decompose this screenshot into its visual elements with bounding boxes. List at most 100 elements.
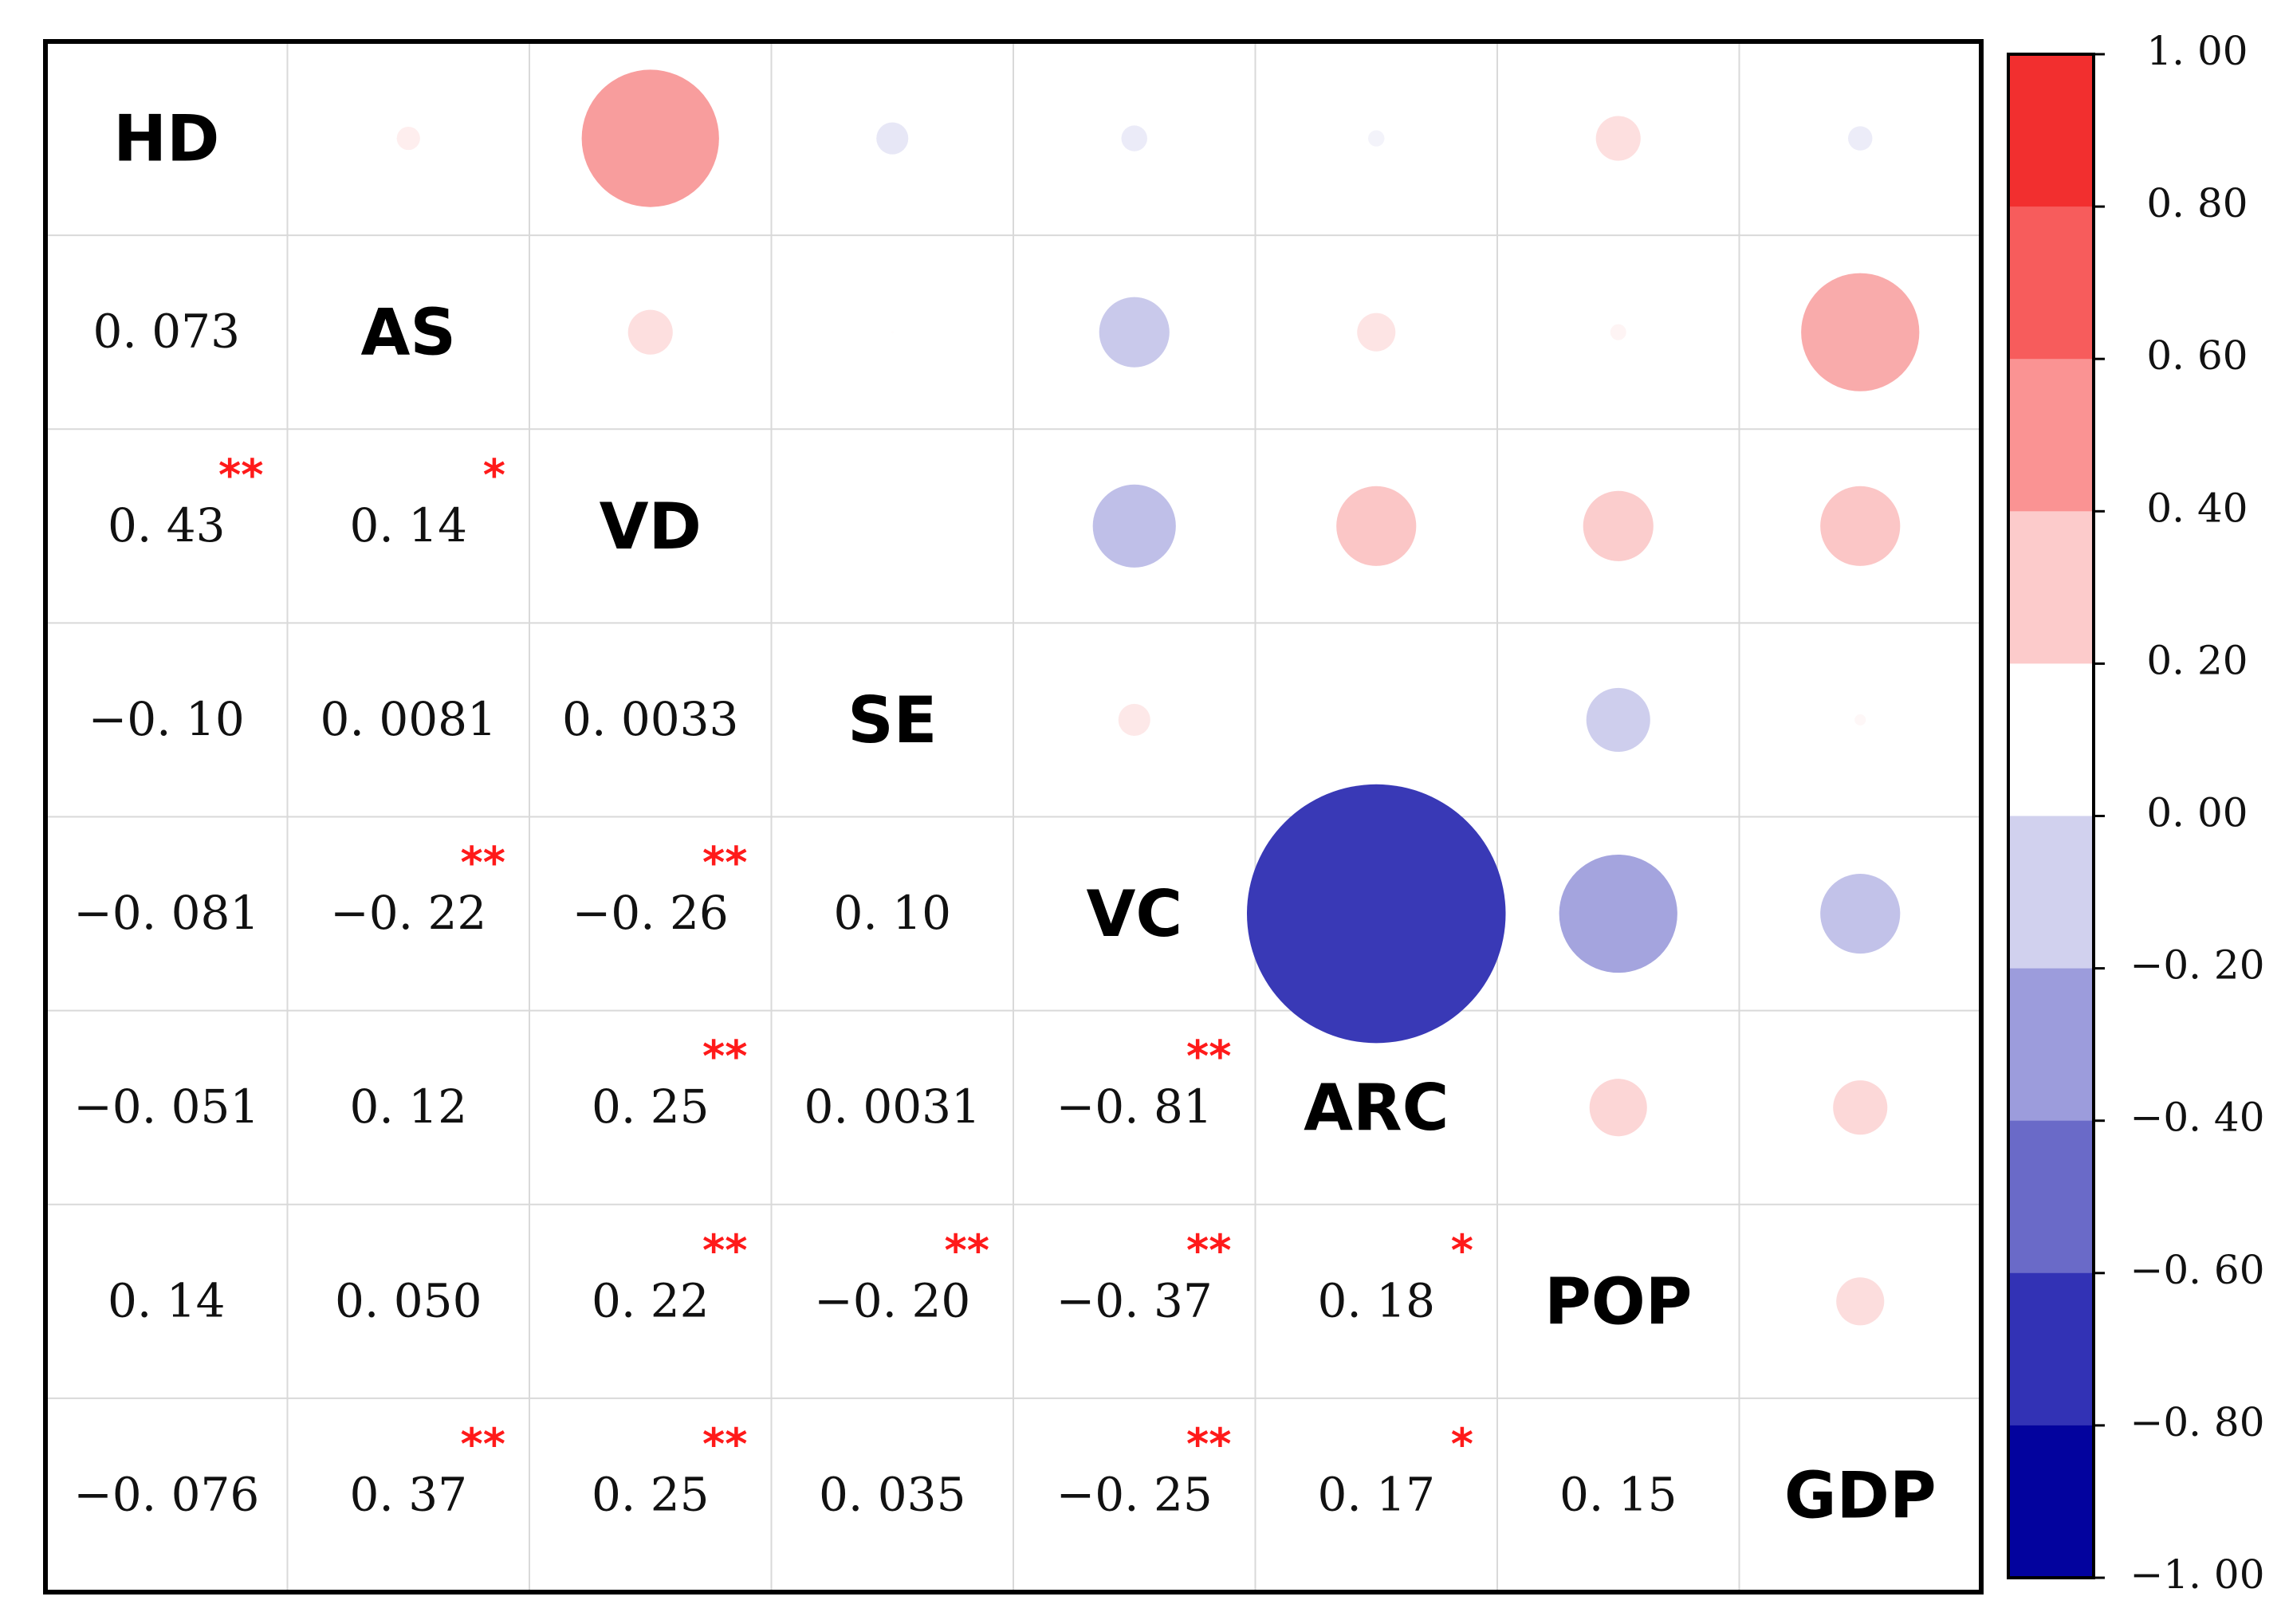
corr-value-pop-vd: 0. 22 xyxy=(592,1273,710,1327)
corr-value-pop-as: 0. 050 xyxy=(335,1273,482,1327)
significance-mark-gdp-arc: * xyxy=(1451,1419,1473,1469)
corr-value-vc-se: 0. 10 xyxy=(833,886,951,940)
variable-label-hd: HD xyxy=(113,102,219,176)
significance-mark-gdp-vc: ** xyxy=(1186,1419,1231,1469)
corr-circle-vc-arc xyxy=(1246,784,1506,1044)
corr-value-gdp-se: 0. 035 xyxy=(819,1467,965,1521)
significance-mark-pop-vc: ** xyxy=(1186,1225,1231,1276)
colorbar-bin xyxy=(2008,968,2094,1122)
significance-mark-gdp-vd: ** xyxy=(702,1419,747,1469)
colorbar-bin xyxy=(2008,1272,2094,1426)
corr-circle-as-arc xyxy=(1357,313,1396,352)
corr-circle-hd-pop xyxy=(1595,116,1641,161)
corr-value-vc-vd: −0. 26 xyxy=(572,886,729,940)
corr-value-gdp-arc: 0. 17 xyxy=(1317,1467,1435,1521)
variable-label-se: SE xyxy=(847,683,937,757)
corr-circle-vd-gdp xyxy=(1820,486,1901,566)
corr-circle-as-vc xyxy=(1099,297,1170,368)
colorbar: 1. 00 0. 80 0. 60 0. 40 0. 20 0. 00 −0. 20 −0. … xyxy=(2007,28,2265,1598)
significance-mark-arc-vd: ** xyxy=(702,1032,747,1082)
colorbar-tick-label: −1. 00 xyxy=(2130,1551,2264,1598)
corr-value-arc-vc: −0. 81 xyxy=(1056,1079,1213,1134)
significance-mark-gdp-as: ** xyxy=(461,1419,505,1469)
corr-value-se-vd: 0. 0033 xyxy=(562,692,738,746)
corr-value-pop-arc: 0. 18 xyxy=(1317,1273,1435,1327)
corr-circle-se-pop xyxy=(1586,687,1650,752)
corr-value-arc-se: 0. 0031 xyxy=(804,1079,981,1134)
significance-mark-pop-se: ** xyxy=(945,1225,989,1276)
corr-value-pop-se: −0. 20 xyxy=(814,1273,970,1327)
colorbar-bin xyxy=(2008,1120,2094,1274)
corr-circle-hd-vd xyxy=(581,69,719,207)
matrix-frame xyxy=(43,39,1984,1595)
corr-value-gdp-as: 0. 37 xyxy=(349,1467,467,1521)
significance-mark-vd-as: * xyxy=(483,450,505,500)
corr-value-se-hd: −0. 10 xyxy=(88,692,245,746)
colorbar-tick-label: 0. 40 xyxy=(2146,485,2248,531)
variable-label-vd: VD xyxy=(600,490,702,564)
corr-value-gdp-hd: −0. 076 xyxy=(73,1467,259,1521)
variable-label-gdp: GDP xyxy=(1784,1458,1937,1532)
significance-mark-vc-as: ** xyxy=(461,838,505,888)
colorbar-tick-label: 0. 80 xyxy=(2146,180,2248,226)
corr-value-arc-as: 0. 12 xyxy=(349,1079,467,1134)
significance-mark-vc-vd: ** xyxy=(702,838,747,888)
corr-circle-hd-arc xyxy=(1368,130,1385,147)
colorbar-bin xyxy=(2008,206,2094,360)
corr-circle-vc-pop xyxy=(1559,854,1677,973)
corr-value-pop-hd: 0. 14 xyxy=(108,1273,226,1327)
corr-value-vd-as: 0. 14 xyxy=(349,498,467,552)
colorbar-bin xyxy=(2008,511,2094,664)
colorbar-tick-label: 0. 00 xyxy=(2146,790,2248,836)
colorbar-bin xyxy=(2008,1425,2094,1579)
significance-mark-arc-vc: ** xyxy=(1186,1032,1231,1082)
corr-circle-vc-gdp xyxy=(1820,873,1901,954)
corr-value-gdp-vd: 0. 25 xyxy=(592,1467,710,1521)
corr-value-vc-hd: −0. 081 xyxy=(73,886,259,940)
corr-circle-vd-arc xyxy=(1336,486,1417,566)
corr-circle-vd-pop xyxy=(1583,490,1654,561)
corr-circle-as-se xyxy=(891,331,894,334)
corr-value-vd-hd: 0. 43 xyxy=(108,498,226,552)
matrix-marks: HD0. 073 AS0. 43**0. 14*VD−0. 10 0. 0081 0.… xyxy=(73,69,1937,1532)
significance-mark-pop-vd: ** xyxy=(702,1225,747,1276)
corr-value-arc-vd: 0. 25 xyxy=(592,1079,710,1134)
corr-value-pop-vc: −0. 37 xyxy=(1056,1273,1213,1327)
colorbar-tick-label: −0. 20 xyxy=(2130,942,2264,989)
corr-circle-se-vc xyxy=(1118,703,1150,736)
colorbar-bin xyxy=(2008,663,2094,816)
variable-label-vc: VC xyxy=(1086,877,1182,951)
significance-mark-vd-hd: ** xyxy=(218,450,263,500)
significance-mark-pop-arc: * xyxy=(1451,1225,1473,1276)
corr-circle-arc-pop xyxy=(1589,1079,1647,1137)
corr-circle-hd-se xyxy=(876,122,909,155)
corr-circle-pop-gdp xyxy=(1836,1277,1885,1326)
corr-value-arc-hd: −0. 051 xyxy=(73,1079,259,1134)
corr-circle-as-gdp xyxy=(1801,273,1920,391)
corr-value-se-as: 0. 0081 xyxy=(321,692,497,746)
corr-value-gdp-vc: −0. 25 xyxy=(1056,1467,1213,1521)
colorbar-tick-label: 1. 00 xyxy=(2146,28,2248,74)
colorbar-tick-label: −0. 80 xyxy=(2130,1399,2264,1445)
variable-label-pop: POP xyxy=(1544,1264,1692,1339)
corr-circle-vd-vc xyxy=(1092,484,1176,568)
colorbar-tick-label: 0. 20 xyxy=(2146,637,2248,683)
colorbar-bin xyxy=(2008,816,2094,969)
corr-circle-hd-gdp xyxy=(1848,126,1873,151)
matrix-grid xyxy=(45,41,1981,1592)
corr-circle-hd-as xyxy=(396,126,420,151)
corr-circle-hd-vc xyxy=(1121,125,1147,151)
colorbar-bin xyxy=(2008,54,2094,207)
corr-circle-as-vd xyxy=(627,309,673,355)
variable-label-as: AS xyxy=(360,296,456,370)
corr-value-as-hd: 0. 073 xyxy=(93,305,240,359)
colorbar-tick-label: 0. 60 xyxy=(2146,332,2248,379)
corr-circle-arc-gdp xyxy=(1833,1080,1888,1135)
variable-label-arc: ARC xyxy=(1304,1071,1449,1145)
colorbar-bin xyxy=(2008,359,2094,512)
colorbar-tick-label: −0. 40 xyxy=(2130,1095,2264,1141)
corr-circle-as-pop xyxy=(1610,324,1626,340)
colorbar-tick-label: −0. 60 xyxy=(2130,1247,2264,1293)
corr-circle-se-gdp xyxy=(1854,714,1866,725)
